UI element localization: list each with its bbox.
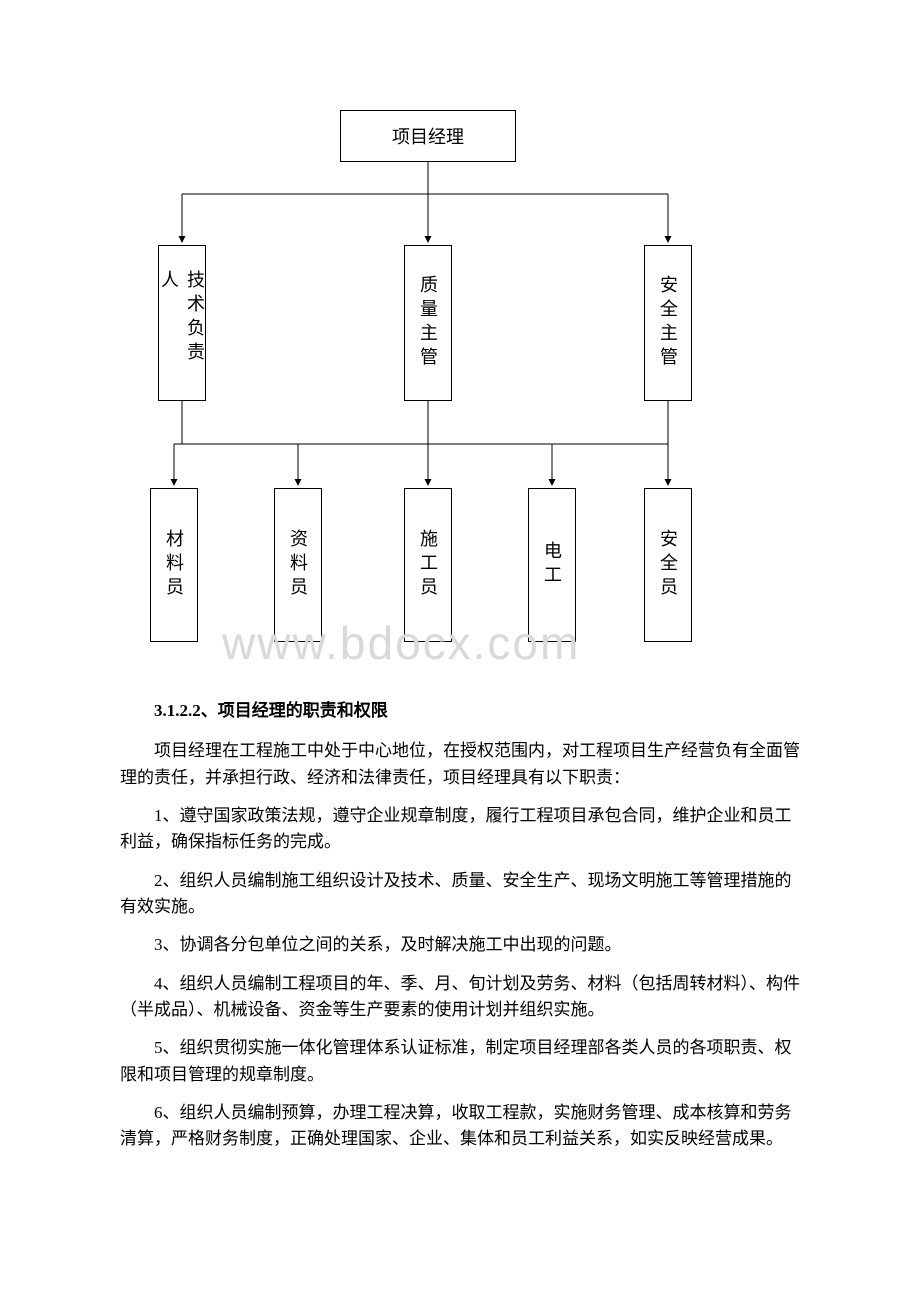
paragraph: 6、组织人员编制预算，办理工程决算，收取工程款，实施财务管理、成本核算和劳务清算… bbox=[120, 1100, 800, 1153]
node-safety-clerk: 安全员 bbox=[644, 488, 692, 642]
paragraph: 2、组织人员编制施工组织设计及技术、质量、安全生产、现场文明施工等管理措施的有效… bbox=[120, 868, 800, 921]
section-heading: 3.1.2.2、项目经理的职责和权限 bbox=[120, 698, 800, 724]
node-label: 质量主管 bbox=[415, 275, 441, 371]
paragraph: 项目经理在工程施工中处于中心地位，在授权范围内，对工程项目生产经营负有全面管理的… bbox=[120, 738, 800, 791]
org-chart: 项目经理 技术负责人 质量主管 安全主管 材料员 资料员 施工员 电工 安全员 … bbox=[0, 0, 920, 680]
node-label: 技术负责人 bbox=[156, 270, 208, 376]
paragraph: 3、协调各分包单位之间的关系，及时解决施工中出现的问题。 bbox=[120, 932, 800, 958]
paragraph: 5、组织贯彻实施一体化管理体系认证标准，制定项目经理部各类人员的各项职责、权限和… bbox=[120, 1035, 800, 1088]
node-quality-supervisor: 质量主管 bbox=[404, 245, 452, 401]
node-label: 资料员 bbox=[285, 529, 311, 601]
node-label: 材料员 bbox=[161, 529, 187, 601]
paragraph: 4、组织人员编制工程项目的年、季、月、旬计划及劳务、材料（包括周转材料）、构件（… bbox=[120, 971, 800, 1024]
node-label: 施工员 bbox=[415, 529, 441, 601]
node-label: 安全员 bbox=[655, 529, 681, 601]
document-body: 3.1.2.2、项目经理的职责和权限 项目经理在工程施工中处于中心地位，在授权范… bbox=[0, 698, 920, 1153]
org-chart-edges bbox=[0, 0, 920, 680]
node-safety-supervisor: 安全主管 bbox=[644, 245, 692, 401]
node-tech-lead: 技术负责人 bbox=[158, 245, 206, 401]
watermark: www.bdocx.com bbox=[222, 616, 580, 670]
node-project-manager: 项目经理 bbox=[340, 110, 516, 162]
node-label: 项目经理 bbox=[392, 123, 464, 149]
node-label: 电工 bbox=[539, 541, 565, 589]
node-material-clerk: 材料员 bbox=[150, 488, 198, 642]
paragraph: 1、遵守国家政策法规，遵守企业规章制度，履行工程项目承包合同，维护企业和员工利益… bbox=[120, 803, 800, 856]
node-label: 安全主管 bbox=[655, 275, 681, 371]
